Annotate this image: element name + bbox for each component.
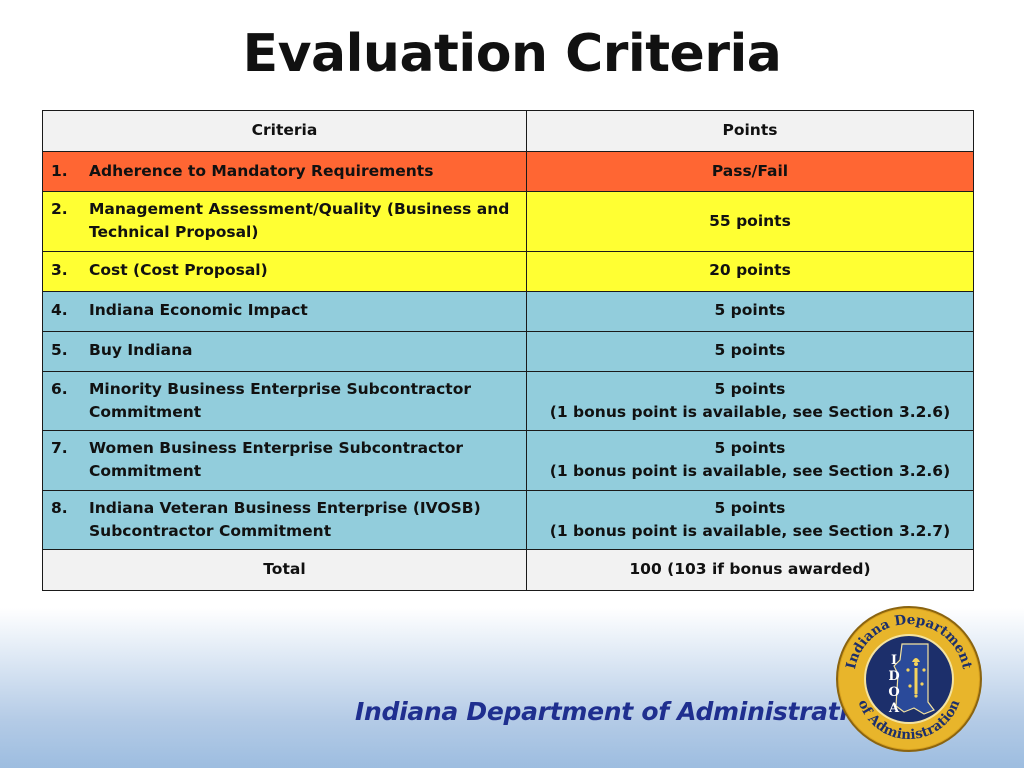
table-row: 3. Cost (Cost Proposal) 20 points (42, 250, 975, 292)
total-value: 100 (103 if bonus awarded) (525, 549, 975, 591)
points-column-header: Points (525, 110, 975, 152)
table-header-row: Criteria Points (42, 110, 975, 152)
table-row: 8. Indiana Veteran Business Enterprise (… (42, 489, 975, 550)
points-cell: 5 points (1 bonus point is available, se… (525, 489, 975, 550)
points-cell: 5 points (1 bonus point is available, se… (525, 370, 975, 431)
table-total-row: Total 100 (103 if bonus awarded) (42, 549, 975, 591)
criteria-label: Indiana Economic Impact (89, 301, 308, 320)
points-value: 5 points (714, 498, 786, 517)
table-row: 2. Management Assessment/Quality (Busine… (42, 191, 975, 252)
points-note: (1 bonus point is available, see Section… (549, 462, 951, 481)
criteria-number: 2. (51, 200, 68, 218)
criteria-label: Indiana Veteran Business Enterprise (IVO… (89, 498, 481, 540)
criteria-cell: 8. Indiana Veteran Business Enterprise (… (42, 489, 527, 550)
points-value: 55 points (709, 211, 791, 230)
criteria-number: 4. (51, 301, 68, 320)
points-cell: 55 points (525, 191, 975, 252)
points-value: 20 points (709, 261, 791, 280)
points-value: 5 points (714, 341, 786, 360)
table-row: 5. Buy Indiana 5 points (42, 330, 975, 372)
criteria-label: Cost (Cost Proposal) (89, 261, 268, 280)
points-cell: 5 points (525, 330, 975, 372)
criteria-number: 3. (51, 261, 68, 280)
criteria-label: Minority Business Enterprise Subcontract… (89, 379, 472, 421)
points-value: Pass/Fail (711, 161, 789, 180)
criteria-number: 5. (51, 341, 68, 360)
criteria-number: 1. (51, 161, 68, 180)
points-cell: 5 points (1 bonus point is available, se… (525, 430, 975, 491)
table-row: 7. Women Business Enterprise Subcontract… (42, 430, 975, 491)
points-note: (1 bonus point is available, see Section… (549, 521, 951, 540)
criteria-cell: 4. Indiana Economic Impact (42, 290, 527, 332)
criteria-cell: 6. Minority Business Enterprise Subcontr… (42, 370, 527, 431)
criteria-label: Adherence to Mandatory Requirements (89, 161, 434, 180)
criteria-number: 7. (51, 439, 68, 457)
table-row: 1. Adherence to Mandatory Requirements P… (42, 151, 975, 192)
points-cell: 5 points (525, 290, 975, 332)
criteria-label: Management Assessment/Quality (Business … (89, 200, 510, 242)
idoa-seal-icon: I D O A Indiana Department of Administra… (836, 606, 982, 752)
total-label: Total (42, 549, 527, 591)
criteria-cell: 2. Management Assessment/Quality (Busine… (42, 191, 527, 252)
criteria-label: Buy Indiana (89, 341, 193, 360)
criteria-number: 8. (51, 498, 68, 517)
criteria-cell: 5. Buy Indiana (42, 330, 527, 372)
points-value: 5 points (714, 439, 786, 457)
criteria-cell: 1. Adherence to Mandatory Requirements (42, 151, 527, 192)
points-note: (1 bonus point is available, see Section… (549, 402, 951, 421)
table-row: 4. Indiana Economic Impact 5 points (42, 290, 975, 332)
criteria-label: Women Business Enterprise Subcontractor … (89, 439, 464, 481)
criteria-cell: 3. Cost (Cost Proposal) (42, 250, 527, 292)
seal-initial: A (888, 701, 900, 716)
seal-initial: I (891, 653, 897, 668)
points-cell: 20 points (525, 250, 975, 292)
points-value: 5 points (714, 301, 786, 320)
points-value: 5 points (714, 379, 786, 398)
organization-name: Indiana Department of Administration (355, 697, 882, 726)
seal-initials: I D O A (888, 653, 900, 716)
criteria-number: 6. (51, 379, 68, 398)
slide-title: Evaluation Criteria (242, 24, 782, 84)
seal-initial: O (888, 685, 899, 700)
criteria-column-header: Criteria (42, 110, 527, 152)
table-row: 6. Minority Business Enterprise Subcontr… (42, 370, 975, 431)
seal-initial: D (888, 669, 899, 684)
evaluation-criteria-table: Criteria Points 1. Adherence to Mandator… (42, 110, 975, 591)
criteria-cell: 7. Women Business Enterprise Subcontract… (42, 430, 527, 491)
points-cell: Pass/Fail (525, 151, 975, 192)
